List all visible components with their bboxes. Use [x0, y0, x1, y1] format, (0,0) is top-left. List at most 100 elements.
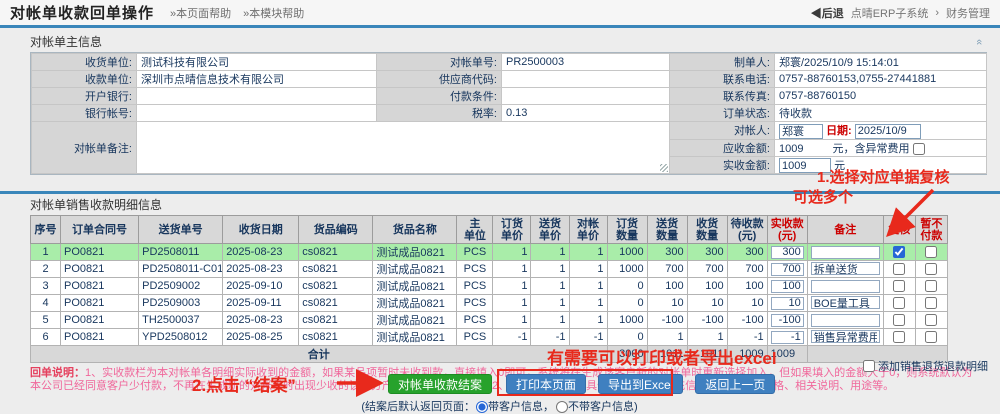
review-checkbox[interactable]	[893, 314, 906, 327]
remark-input[interactable]	[810, 279, 880, 293]
module-help-link[interactable]: »本模块帮助	[243, 7, 305, 20]
column-header: 送货 单价	[530, 215, 570, 245]
cell-sp: 1	[568, 277, 608, 296]
statement-remark-cell	[136, 120, 670, 175]
hold-payment-checkbox[interactable]	[925, 280, 938, 293]
cell-po: PO0821	[60, 243, 140, 262]
cell-rq: 300	[686, 243, 728, 262]
cell-name: 测试成品0821	[372, 260, 458, 279]
cell-code: cs0821	[298, 260, 374, 279]
status-label: 订单状态:	[669, 104, 775, 122]
checker-input[interactable]	[779, 123, 823, 139]
cell-no: 5	[29, 311, 62, 330]
cell-sp: 1	[568, 260, 608, 279]
addon-return-detail-checkbox[interactable]	[863, 360, 875, 372]
remark-input[interactable]	[810, 313, 880, 327]
paid-amount-input[interactable]	[770, 330, 804, 344]
hold-payment-checkbox[interactable]	[925, 331, 938, 344]
hold-payment-checkbox[interactable]	[925, 297, 938, 310]
paid-amount-input[interactable]	[770, 313, 804, 327]
cell-unit: PCS	[456, 277, 494, 296]
received-input[interactable]	[779, 158, 831, 173]
breadcrumb-module[interactable]: 财务管理	[946, 7, 990, 20]
cell-unit: PCS	[456, 260, 494, 279]
cell-remark	[806, 260, 884, 279]
received-label: 实收金额:	[669, 155, 775, 175]
cell-rq: 700	[686, 260, 728, 279]
paid-amount-input[interactable]	[770, 279, 804, 293]
collapse-icon[interactable]: «	[972, 38, 985, 45]
cell-op: 1	[492, 294, 532, 313]
remark-input[interactable]	[810, 330, 880, 344]
cell-review	[882, 260, 916, 279]
with-customer-radio[interactable]	[476, 401, 488, 414]
review-checkbox[interactable]	[893, 331, 906, 344]
radio-without-customer[interactable]: 不带客户信息)	[556, 401, 638, 414]
review-checkbox[interactable]	[893, 297, 906, 310]
column-header: 订单合同号	[60, 215, 140, 245]
cell-op: 1	[492, 260, 532, 279]
review-checkbox[interactable]	[893, 280, 906, 293]
column-header: 复核	[882, 215, 916, 245]
column-header: 收货 数量	[686, 215, 728, 245]
cell-dn: PD2509002	[138, 277, 224, 296]
cell-name: 测试成品0821	[372, 243, 458, 262]
section-divider	[0, 191, 1000, 195]
cell-due: 10	[726, 294, 768, 313]
back-page-button[interactable]: 返回上一页	[695, 374, 776, 394]
total-empty	[806, 345, 949, 364]
cell-paid	[766, 260, 808, 279]
radio-with-customer[interactable]: 带客户信息，	[476, 401, 554, 414]
receivable-label: 应收金额:	[669, 138, 775, 157]
cell-unit: PCS	[456, 328, 494, 347]
abnormal-fee-checkbox[interactable]	[912, 142, 925, 155]
without-customer-radio[interactable]	[556, 401, 568, 414]
cell-no: 1	[29, 243, 62, 262]
cell-dq: 10	[646, 294, 688, 313]
cell-remark	[806, 328, 884, 347]
paid-amount-input[interactable]	[770, 296, 804, 310]
statement-close-button[interactable]: 对帐单收款结案	[388, 374, 493, 394]
hold-payment-checkbox[interactable]	[925, 263, 938, 276]
table-row: 4 PO0821 PD2509003 2025-09-11 cs0821 测试成品0821…	[29, 294, 949, 313]
cell-op: 1	[492, 277, 532, 296]
cell-code: cs0821	[298, 311, 374, 330]
column-header: 备注	[806, 215, 884, 245]
export-excel-button[interactable]: 导出到Excel	[598, 374, 684, 394]
paid-amount-input[interactable]	[770, 245, 804, 259]
account-value	[136, 104, 377, 122]
detail-title: 对帐单销售收款明细信息	[30, 198, 163, 213]
hold-payment-checkbox[interactable]	[925, 314, 938, 327]
statement-remark-textarea[interactable]	[137, 122, 669, 172]
breadcrumb-system[interactable]: 点晴ERP子系统	[850, 7, 929, 20]
cell-dp: 1	[530, 311, 570, 330]
cell-due: 700	[726, 260, 768, 279]
date-input[interactable]	[854, 123, 921, 139]
addon-return-detail-option[interactable]: 添加销售退货退款明细	[863, 358, 988, 374]
cell-rq: -100	[686, 311, 728, 330]
review-checkbox[interactable]	[893, 246, 906, 259]
hold-payment-checkbox[interactable]	[925, 246, 938, 259]
remark-input[interactable]	[810, 245, 880, 259]
review-checkbox[interactable]	[893, 263, 906, 276]
cell-unit: PCS	[456, 311, 494, 330]
table-row: 6 PO0821 YPD2508012 2025-08-25 cs0821 测试成品082…	[29, 328, 949, 347]
cell-date: 2025-08-25	[222, 328, 300, 347]
cell-unit: PCS	[456, 243, 494, 262]
paid-amount-input[interactable]	[770, 262, 804, 276]
fax-label: 联系传真:	[669, 87, 775, 105]
cell-dp: 1	[530, 294, 570, 313]
cell-name: 测试成品0821	[372, 294, 458, 313]
page-help-link[interactable]: »本页面帮助	[170, 7, 232, 20]
cell-review	[882, 243, 916, 262]
back-link[interactable]: ◀后退	[810, 7, 844, 20]
remark-input[interactable]	[810, 296, 880, 310]
cell-date: 2025-08-23	[222, 243, 300, 262]
column-header: 收货日期	[222, 215, 300, 245]
cell-hold	[914, 243, 949, 262]
without-customer-label: 不带客户信息)	[568, 401, 638, 413]
print-page-button[interactable]: 打印本页面	[506, 374, 587, 394]
remark-input[interactable]	[810, 262, 880, 276]
cell-review	[882, 328, 916, 347]
resize-handle-icon[interactable]	[660, 164, 668, 173]
